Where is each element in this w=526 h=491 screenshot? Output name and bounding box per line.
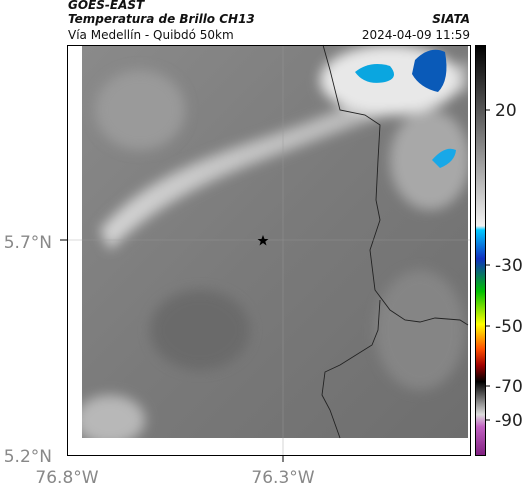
lat-tick-label: 5.7°N [4,233,52,253]
datetime: 2024-04-09 11:59 [362,28,470,42]
lon-tick-label: 76.3°W [251,468,314,488]
colorbar-label: -50 [495,317,523,337]
lat-tick-label: 5.2°N [4,447,52,467]
colorbar [475,45,486,456]
graticule [67,45,471,455]
colorbar-label: -30 [495,256,523,276]
region: Vía Medellín - Quibdó 50km [68,28,234,42]
satellite-image [82,45,468,438]
organization: SIATA [432,12,470,26]
product: Temperatura de Brillo CH13 [68,12,255,26]
colorbar-ticks [485,109,490,421]
map-frame [67,45,471,456]
colorbar-label: -90 [495,411,523,431]
location-marker [257,235,269,246]
borders [321,44,469,439]
source: GOES-EAST [68,0,145,12]
colorbar-label: 20 [495,101,517,121]
colorbar-label: -70 [495,377,523,397]
lon-tick-label: 76.8°W [35,468,98,488]
